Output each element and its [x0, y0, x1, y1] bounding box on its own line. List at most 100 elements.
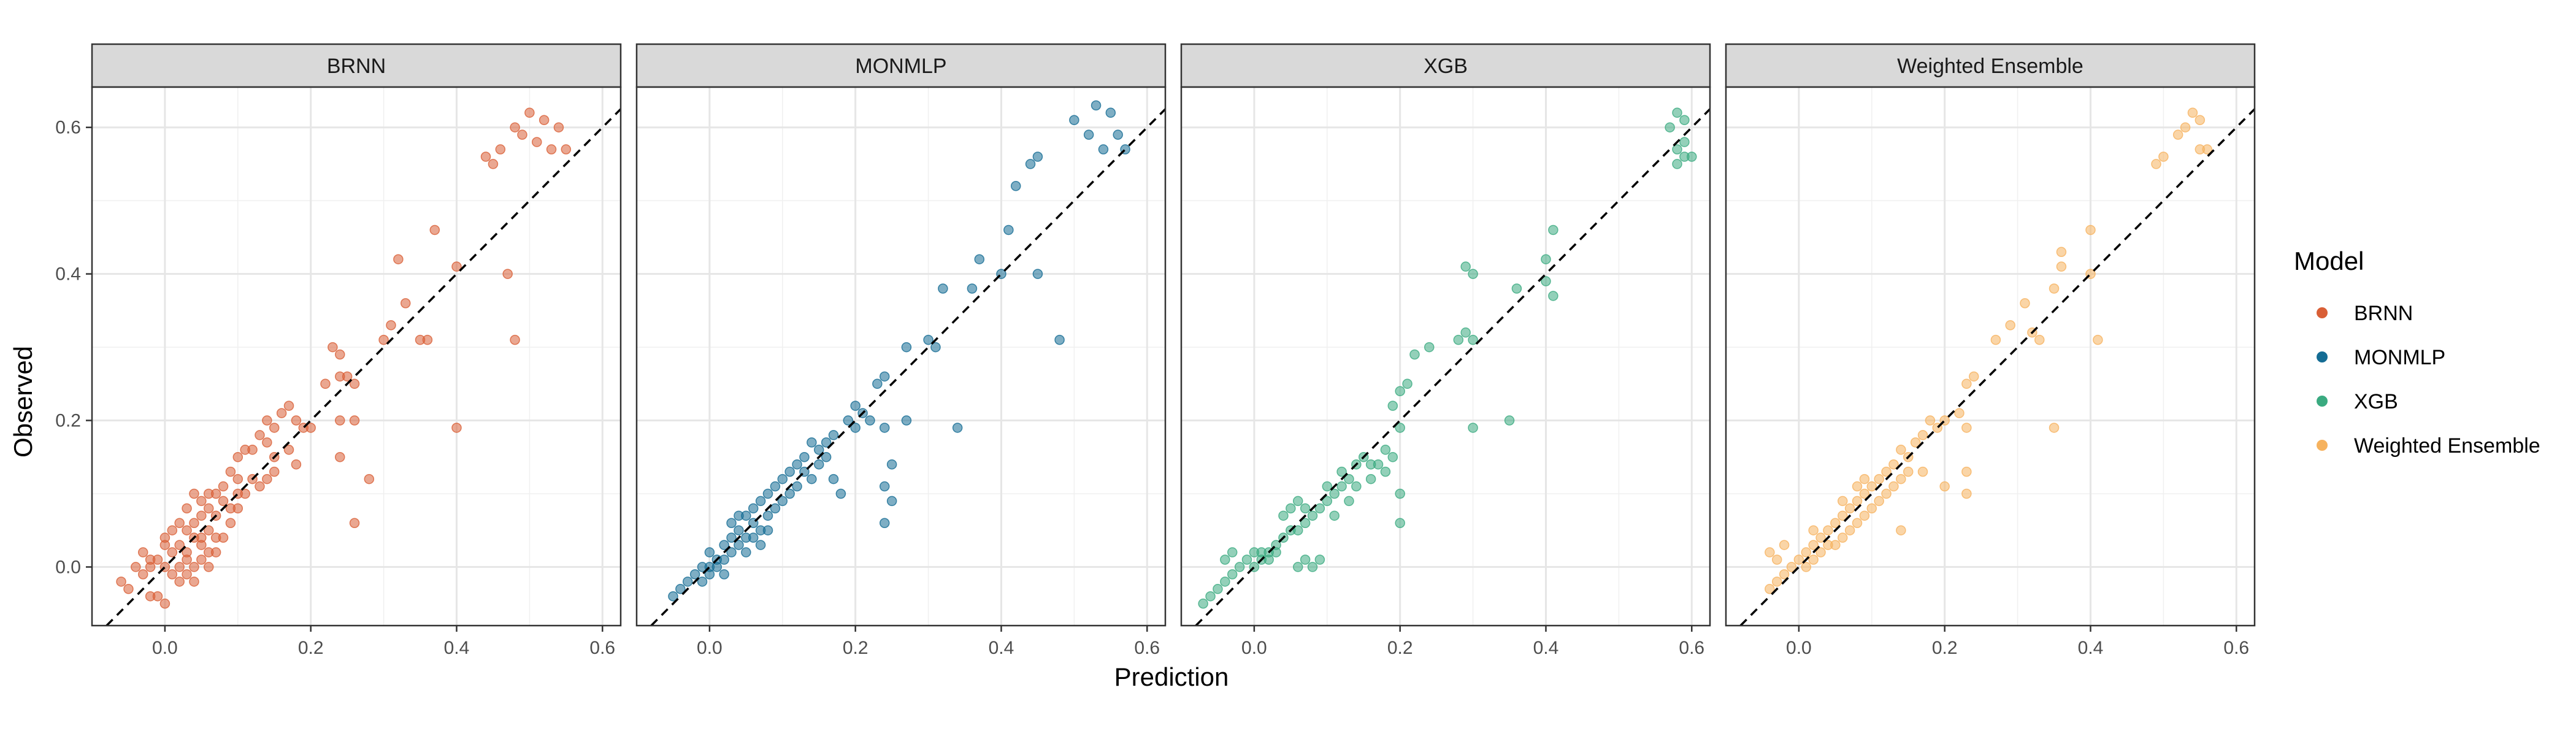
data-point — [762, 488, 773, 499]
data-point — [821, 437, 832, 448]
data-point — [182, 503, 192, 514]
data-point — [930, 342, 941, 353]
data-point — [328, 342, 338, 353]
data-point — [232, 452, 243, 462]
legend-key-weighted-ensemble — [2317, 440, 2328, 451]
data-point — [1278, 510, 1289, 521]
data-point — [225, 466, 236, 477]
data-point — [711, 562, 723, 572]
data-point — [401, 298, 411, 309]
data-point — [364, 473, 375, 485]
data-point — [807, 473, 817, 485]
data-point — [2049, 423, 2060, 433]
x-tick-label: 0.2 — [1387, 638, 1413, 658]
data-point — [734, 510, 744, 521]
data-point — [762, 525, 773, 535]
data-point — [1866, 481, 1877, 492]
data-point — [189, 488, 199, 499]
data-point — [828, 430, 839, 440]
data-point — [719, 569, 729, 580]
data-point — [1917, 466, 1928, 477]
data-point — [755, 496, 766, 507]
data-point — [182, 525, 192, 535]
data-point — [2093, 334, 2103, 345]
data-point — [1859, 473, 1870, 485]
data-point — [480, 151, 491, 162]
data-point — [974, 254, 985, 264]
data-point — [196, 540, 207, 550]
data-point — [1548, 224, 1558, 236]
data-point — [167, 569, 178, 580]
data-point — [1837, 510, 1848, 521]
data-point — [291, 459, 302, 470]
data-point — [1808, 540, 1819, 550]
data-point — [225, 518, 236, 529]
data-point — [1380, 445, 1391, 455]
data-point — [1968, 371, 1979, 382]
data-point — [1801, 547, 1812, 558]
data-point — [203, 503, 214, 514]
data-point — [1771, 577, 1782, 587]
data-point — [255, 430, 265, 440]
data-point — [1286, 503, 1296, 514]
data-point — [553, 122, 564, 132]
data-point — [203, 488, 214, 499]
data-point — [1069, 115, 1079, 126]
legend: Model BRNN MONMLP XGB Weighted Ensemble — [2294, 247, 2540, 458]
data-point — [152, 591, 163, 602]
x-tick-label: 0.0 — [1241, 638, 1267, 658]
plot-area-monmlp — [637, 87, 1165, 626]
data-point — [1866, 503, 1877, 514]
data-point — [159, 598, 171, 609]
data-point — [1220, 577, 1230, 587]
data-point — [255, 481, 265, 492]
data-point — [1292, 562, 1303, 572]
data-layer-brnn — [105, 107, 621, 626]
data-point — [1025, 159, 1036, 169]
data-point — [2005, 320, 2015, 331]
data-point — [697, 577, 708, 587]
data-point — [1198, 598, 1208, 609]
data-point — [1091, 100, 1102, 111]
data-point — [1837, 532, 1848, 543]
data-point — [2049, 283, 2060, 294]
data-point — [741, 547, 751, 558]
data-point — [1300, 554, 1311, 565]
data-point — [1105, 107, 1116, 118]
data-point — [232, 473, 243, 485]
data-point — [283, 401, 294, 411]
data-point — [167, 525, 178, 535]
data-point — [879, 423, 890, 433]
data-point — [240, 488, 250, 499]
data-point — [668, 591, 678, 602]
data-point — [726, 518, 737, 529]
data-point — [1213, 584, 1223, 594]
data-point — [807, 437, 817, 448]
data-point — [1896, 445, 1906, 455]
data-point — [1990, 334, 2001, 345]
data-point — [872, 378, 883, 389]
data-point — [131, 562, 141, 572]
data-point — [1468, 423, 1478, 433]
data-point — [1808, 554, 1819, 565]
x-tick-label: 0.0 — [1786, 638, 1812, 658]
data-point — [218, 496, 229, 507]
data-point — [901, 342, 912, 353]
data-point — [1307, 510, 1318, 521]
data-point — [770, 481, 781, 492]
data-point — [1548, 291, 1558, 301]
data-point — [719, 540, 729, 550]
data-point — [561, 144, 572, 155]
data-point — [1888, 481, 1899, 492]
data-point — [828, 473, 839, 485]
data-point — [1395, 488, 1405, 499]
data-point — [532, 137, 542, 147]
data-point — [1220, 554, 1230, 565]
data-point — [1541, 276, 1551, 286]
data-point — [1852, 496, 1863, 507]
data-point — [1961, 378, 1972, 389]
data-point — [174, 518, 185, 529]
data-point — [755, 540, 766, 550]
data-point — [1961, 466, 1972, 477]
data-point — [1314, 503, 1325, 514]
